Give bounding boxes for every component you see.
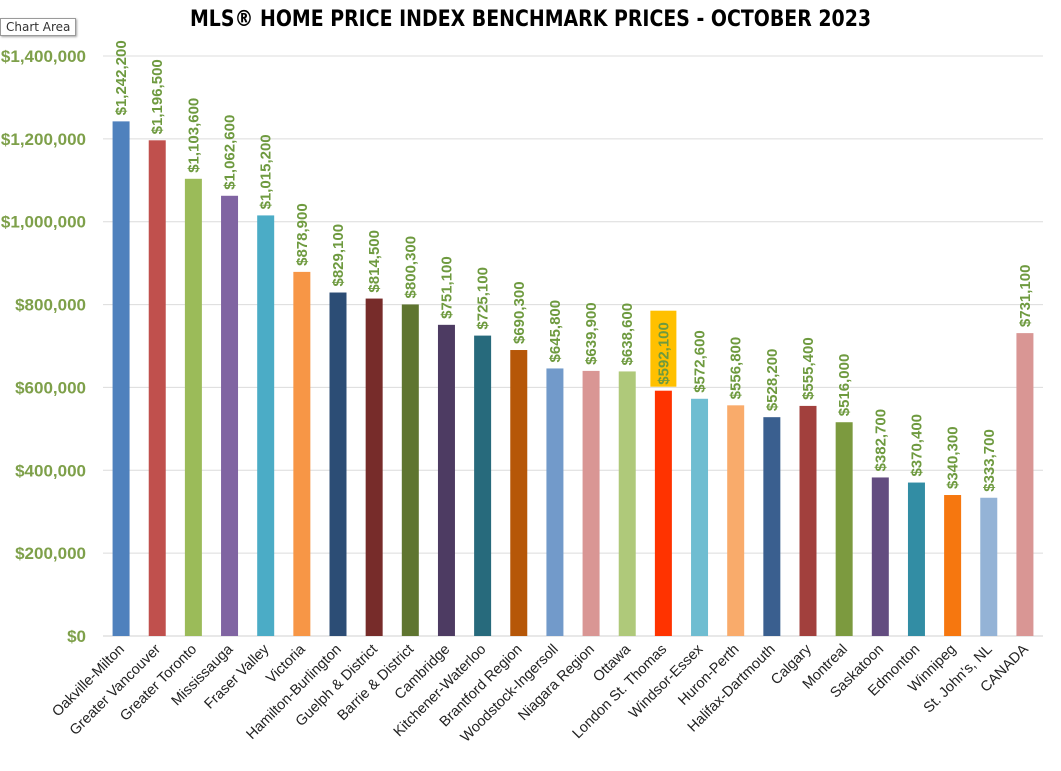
bar: [944, 495, 962, 636]
bar: [799, 405, 817, 636]
bar: [401, 304, 419, 636]
bars: [112, 121, 1034, 637]
data-label: $555,400: [800, 337, 817, 400]
data-label: $528,200: [764, 349, 781, 412]
data-label: $638,600: [619, 303, 636, 366]
data-label: $1,062,600: [222, 115, 239, 190]
data-label: $639,900: [583, 302, 600, 365]
data-label: $340,300: [945, 426, 962, 489]
data-label: $731,100: [1017, 265, 1034, 328]
bar: [763, 417, 781, 636]
y-tick-label: $200,000: [15, 544, 86, 563]
data-label: $382,700: [872, 409, 889, 472]
bar: [437, 324, 455, 636]
data-label: $592,100: [655, 322, 672, 385]
bar: [184, 178, 202, 636]
y-axis-ticks: $0 $200,000 $400,000 $600,000 $800,000 $1,000…: [1, 47, 86, 646]
chart-area-tooltip: Chart Area: [0, 18, 77, 36]
y-tick-label: $400,000: [15, 461, 86, 480]
data-label: $829,100: [330, 224, 347, 287]
bar: [618, 371, 636, 636]
chart-title: MLS® HOME PRICE INDEX BENCHMARK PRICES -…: [189, 7, 872, 32]
bar: [221, 195, 239, 636]
data-label: $333,700: [981, 429, 998, 492]
data-label: $814,500: [366, 230, 383, 293]
data-label: $1,196,500: [149, 59, 166, 134]
data-label: $1,103,600: [185, 98, 202, 173]
bar: [907, 482, 925, 636]
data-label: $1,015,200: [258, 134, 275, 209]
bar: [980, 497, 998, 636]
bar: [871, 477, 889, 636]
y-tick-label: $800,000: [15, 296, 86, 315]
data-label: $645,800: [547, 300, 564, 363]
data-label: $725,100: [475, 267, 492, 330]
y-tick-label: $1,000,000: [1, 213, 86, 232]
y-tick-label: $600,000: [15, 378, 86, 397]
highlight-box: [650, 310, 677, 387]
data-label: $556,800: [728, 337, 745, 400]
y-tick-label: $1,400,000: [1, 47, 86, 66]
data-label: $1,242,200: [113, 40, 130, 115]
data-labels: $1,242,200 $1,196,500 $1,103,600 $1,062,600…: [113, 40, 1034, 491]
data-label: $690,300: [511, 281, 528, 344]
gridlines: [103, 55, 1043, 637]
data-label: $878,900: [294, 203, 311, 266]
data-label: $751,100: [438, 256, 455, 319]
bar: [293, 271, 311, 636]
bar: [365, 298, 383, 636]
bar: [112, 121, 130, 637]
data-label: $516,000: [836, 354, 853, 417]
bar: [329, 292, 347, 636]
bar: [510, 350, 528, 636]
bar: [582, 370, 600, 636]
bar: [835, 422, 853, 636]
y-tick-label: $1,200,000: [1, 130, 86, 149]
y-tick-label: $0: [67, 627, 86, 646]
bar: [257, 215, 275, 636]
bar: [1016, 333, 1034, 636]
bar: [691, 398, 709, 636]
bar: [474, 335, 492, 636]
data-label: $370,400: [908, 414, 925, 477]
bar: [654, 390, 672, 636]
data-label: $572,600: [692, 330, 709, 393]
bar: [727, 405, 745, 636]
data-label: $800,300: [402, 236, 419, 299]
bar: [148, 140, 166, 637]
bar: [546, 368, 564, 636]
